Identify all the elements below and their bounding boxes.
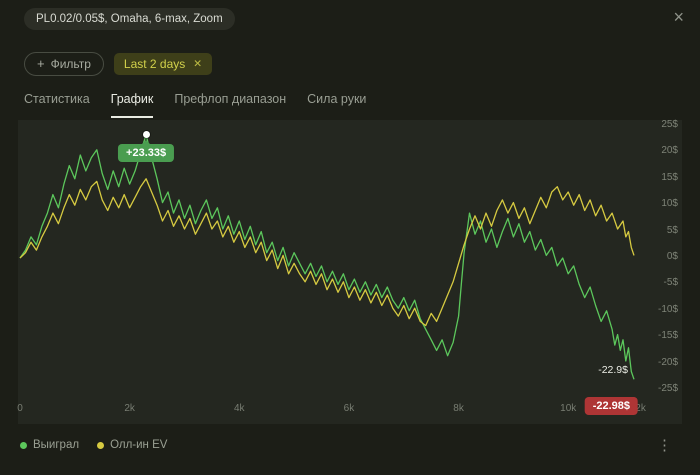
y-tick-label: 20$ xyxy=(661,145,678,157)
legend-allin-ev-label: Олл-ин EV xyxy=(110,439,168,451)
y-tick-label: -25$ xyxy=(657,383,678,394)
y-tick-label: -10$ xyxy=(657,303,678,315)
legend-item-allin-ev[interactable]: Олл-ин EV xyxy=(97,439,167,451)
close-icon[interactable]: × xyxy=(673,7,684,27)
legend-won-label: Выиграл xyxy=(33,439,80,451)
x-tick-label: 2k xyxy=(124,403,135,414)
add-filter-button[interactable]: + Фильтр xyxy=(24,52,104,76)
allin-ev-series-dot-icon xyxy=(97,441,105,449)
peak-marker-dot xyxy=(142,131,150,139)
y-tick-label: -20$ xyxy=(657,356,678,368)
x-tick-label: 6k xyxy=(343,403,355,414)
y-tick-label: 0$ xyxy=(666,251,678,262)
chart-area[interactable]: 25$ 20$ 15$ 10$ 5$ 0$ -5$ -10$ -15$ -20$ -25$ 0 2k 4… xyxy=(17,119,682,424)
tab-preflop-range[interactable]: Префлоп диапазон xyxy=(174,92,287,106)
remove-filter-icon[interactable]: ✕ xyxy=(193,58,203,70)
line-chart-plot[interactable] xyxy=(18,120,642,400)
active-filter-label: Last 2 days xyxy=(123,57,186,71)
result-value-badge: -22.98$ xyxy=(584,397,638,415)
tab-statistics[interactable]: Статистика xyxy=(24,92,90,106)
y-tick-label: 5$ xyxy=(666,224,678,236)
top-bar: PL0.02/0.05$, Omaha, 6-max, Zoom × xyxy=(0,0,700,34)
x-axis-labels: 02k4k6k8k10k11.2k xyxy=(17,403,646,419)
filter-bar: + Фильтр Last 2 days ✕ xyxy=(24,52,676,76)
x-tick-label: 10k xyxy=(560,403,577,414)
x-tick-label: 8k xyxy=(453,403,464,414)
peak-value-badge: +23.33$ xyxy=(118,139,175,162)
plus-icon: + xyxy=(37,56,45,71)
legend-item-won[interactable]: Выиграл xyxy=(20,439,79,451)
series-line-0 xyxy=(19,134,635,380)
active-filter-chip[interactable]: Last 2 days ✕ xyxy=(113,53,213,75)
tab-bar: Статистика График Префлоп диапазон Сила … xyxy=(24,92,676,118)
tab-graph[interactable]: График xyxy=(110,92,154,118)
kebab-menu-icon[interactable]: ⋮ xyxy=(657,437,672,454)
y-tick-label: 10$ xyxy=(661,198,678,210)
end-value-label: -22.9$ xyxy=(598,364,628,377)
x-tick-label: 4k xyxy=(234,403,245,414)
series-line-1 xyxy=(19,178,635,327)
won-series-dot-icon xyxy=(20,441,27,449)
game-context-chip[interactable]: PL0.02/0.05$, Omaha, 6-max, Zoom xyxy=(24,8,235,30)
y-tick-label: -15$ xyxy=(657,330,678,342)
y-tick-label: 15$ xyxy=(661,171,678,183)
chart-legend: Выиграл Олл-ин EV ⋮ xyxy=(20,436,680,454)
y-tick-label: 25$ xyxy=(661,119,678,130)
x-tick-label: 0 xyxy=(17,403,23,414)
tab-hand-strength[interactable]: Сила руки xyxy=(307,92,367,106)
y-tick-label: -5$ xyxy=(663,277,678,289)
add-filter-label: Фильтр xyxy=(50,57,91,71)
